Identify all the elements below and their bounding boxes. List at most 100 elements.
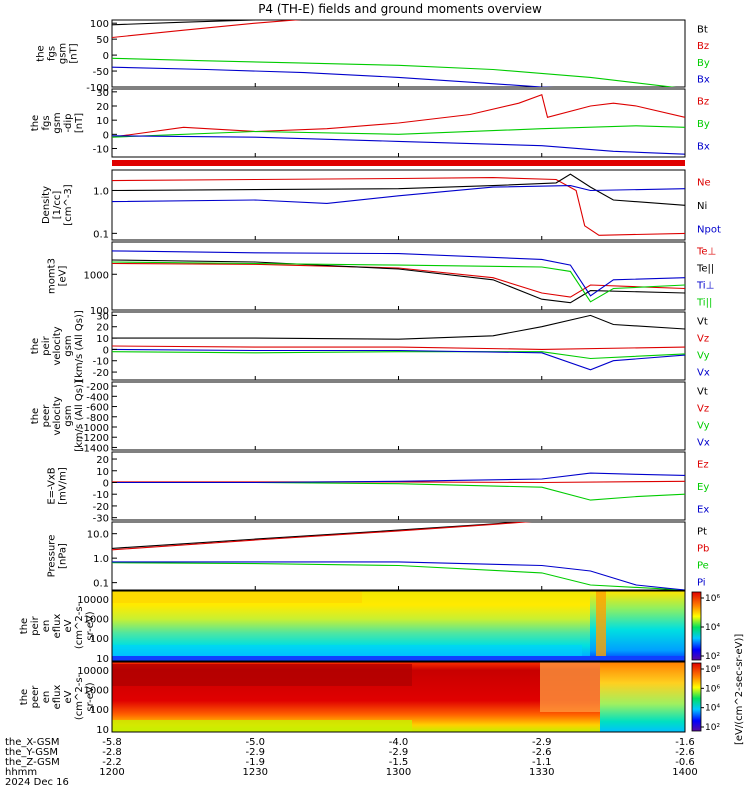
x-tick-hhmm: 1230 [243, 767, 268, 778]
x-tick-z: -0.6 [675, 757, 695, 768]
colorbar-tick-label: 10² [705, 652, 720, 662]
y-axis-label: gsm [52, 112, 63, 133]
series-ni [112, 173, 685, 206]
colorbar-electron [691, 662, 702, 732]
y-tick-label: -1000 [80, 423, 109, 434]
legend-bt: Bt [697, 24, 708, 35]
series-bt [112, 20, 271, 26]
legend-bx: Bx [697, 142, 710, 153]
x-tick-z: -1.1 [532, 757, 552, 768]
y-axis-label: [eV] [58, 266, 69, 287]
x-row-label: the_Y-GSM [5, 747, 58, 758]
y-tick-label: -800 [86, 413, 109, 424]
y-axis-label: [km/s (All Qs)] [74, 310, 85, 382]
series-te⊥ [112, 262, 685, 298]
y-tick-label: 10000 [77, 595, 109, 606]
colorbar-ion [691, 591, 702, 661]
series-pe [112, 562, 685, 590]
panel-1: 100 50 0 -50 -100 the fgs gsm [nT] Bt Bz By Bx [36, 19, 710, 94]
x-tick-z: -2.2 [102, 757, 122, 768]
y-axis-label: the [36, 45, 47, 61]
y-tick-label: -600 [86, 403, 109, 414]
legend-ez: Ez [697, 459, 709, 470]
legend-ex: Ex [697, 505, 709, 516]
series-bx [112, 66, 555, 87]
legend-ey: Ey [697, 482, 709, 493]
y-axis-label: sr-eV) [85, 611, 96, 640]
legend-vz: Vz [697, 334, 709, 345]
y-axis-label: the [30, 115, 41, 131]
y-tick-label: -10 [93, 357, 109, 368]
y-tick-label: -10 [93, 490, 109, 501]
series-bx [112, 135, 685, 155]
panel-2: 30 20 10 0 -10 the fgs gsm -dip [nT] Bz By Bx [30, 88, 710, 158]
series-vt [112, 314, 685, 340]
series-by [112, 57, 677, 87]
series-bz [112, 20, 302, 39]
y-axis-label: E=-VxB [47, 467, 58, 504]
legend-vy: Vy [697, 421, 710, 432]
y-tick-label: -50 [93, 67, 109, 78]
panel-frame [111, 311, 686, 381]
y-axis-label: gsm [63, 405, 74, 426]
y-axis-label: -dip [63, 113, 74, 132]
y-tick-label: 0.1 [93, 229, 109, 240]
y-tick-label: 0 [103, 478, 109, 489]
y-axis-label: fgs [47, 46, 58, 61]
y-axis-label: velocity [52, 326, 63, 365]
panel-8: 10.0 1.0 0.1 Pressure [nPa] Pt Pb Pe Pi [47, 521, 709, 591]
y-tick-label: -10 [93, 145, 109, 156]
x-tick-z: -1.9 [245, 757, 265, 768]
figure-title: P4 (TH-E) fields and ground moments over… [258, 2, 542, 16]
y-axis-label: gsm [58, 43, 69, 64]
y-tick-label: 50 [96, 35, 109, 46]
panel-frame [111, 451, 686, 521]
y-axis-label: [nPa] [58, 543, 69, 569]
legend-bx: Bx [697, 75, 710, 86]
y-tick-label: 30 [96, 311, 109, 322]
legend-te||: Te|| [696, 264, 714, 275]
legend-ne: Ne [697, 178, 711, 189]
y-tick-label: 1000 [84, 270, 109, 281]
legend-ti⊥: Ti⊥ [696, 281, 714, 292]
x-tick-y: -2.6 [532, 747, 552, 758]
x-tick-hhmm: 1200 [99, 767, 124, 778]
electron-spectrogram-frame [111, 661, 686, 733]
y-axis-label: peir [30, 615, 41, 635]
y-tick-label: -200 [86, 382, 109, 393]
series-ex [112, 472, 685, 484]
legend-bz: Bz [697, 41, 709, 52]
y-tick-label: 0 [103, 51, 109, 62]
x-tick-x: -2.9 [532, 737, 552, 748]
x-tick-z: -1.5 [389, 757, 409, 768]
y-axis-label: eflux [52, 614, 63, 639]
legend-te⊥: Te⊥ [696, 247, 716, 258]
y-tick-label: 0 [103, 345, 109, 356]
series-vz [112, 345, 685, 350]
y-tick-label: 100 [90, 19, 109, 30]
panel-4: 1000 100 momt3 [eV] Te⊥ Te|| Ti⊥ Ti|| [47, 241, 716, 317]
y-tick-label: -1400 [80, 443, 109, 454]
y-tick-label: 10 [96, 467, 109, 478]
series-npot [112, 185, 685, 204]
y-axis-label: Density [41, 186, 52, 224]
y-tick-label: -400 [86, 392, 109, 403]
y-tick-label: 1.0 [93, 186, 109, 197]
series-bz [112, 93, 685, 138]
y-tick-label: 0 [103, 130, 109, 141]
y-tick-label: 100 [90, 306, 109, 317]
y-axis-label: eflux [52, 685, 63, 710]
y-axis-label: eV [63, 619, 74, 632]
series-ti⊥ [112, 250, 685, 297]
y-tick-label: 1.0 [93, 554, 109, 565]
legend-vt: Vt [697, 387, 708, 398]
legend-pt: Pt [697, 527, 707, 538]
series-by [112, 125, 685, 138]
y-tick-label: 20 [96, 323, 109, 334]
series-pb [112, 522, 532, 551]
colorbar-tick-label: 10² [705, 723, 720, 733]
